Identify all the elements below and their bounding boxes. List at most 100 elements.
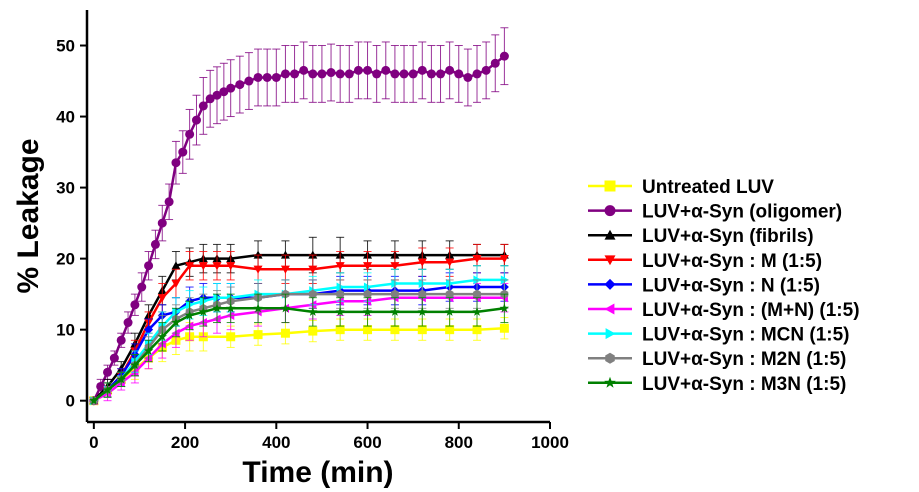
data-point: [326, 68, 336, 78]
data-point: [381, 65, 391, 75]
data-point: [253, 330, 263, 340]
legend-item: LUV+α-Syn : N (1:5): [588, 275, 820, 296]
data-point: [454, 69, 464, 79]
legend-marker: [604, 180, 616, 192]
data-point: [116, 335, 126, 345]
data-point: [463, 72, 473, 82]
data-point: [212, 303, 222, 313]
data-point: [178, 147, 188, 157]
data-point: [408, 69, 418, 79]
data-point: [262, 72, 272, 82]
data-point: [445, 258, 455, 267]
data-point: [130, 300, 140, 310]
legend-label: LUV+α-Syn : M (1:5): [642, 251, 822, 272]
legend-item: LUV+α-Syn : (M+N) (1:5): [588, 300, 860, 321]
data-point: [336, 289, 345, 299]
legend-item: LUV+α-Syn : M3N (1:5): [588, 374, 846, 395]
data-point: [308, 326, 318, 336]
legend-marker: [605, 328, 616, 340]
series-7: [90, 265, 509, 406]
y-tick-label: 0: [66, 392, 75, 411]
data-point: [185, 262, 195, 271]
y-axis-title: % Leakage: [12, 138, 45, 293]
data-point: [280, 69, 290, 79]
x-tick-label: 1000: [531, 433, 569, 452]
series-2: [89, 27, 509, 406]
legend-label: LUV+α-Syn (oligomer): [642, 202, 842, 223]
legend-item: LUV+α-Syn : MCN (1:5): [588, 325, 850, 346]
data-point: [473, 289, 481, 299]
data-point: [253, 72, 263, 82]
data-point: [157, 331, 167, 341]
data-point: [308, 306, 318, 316]
data-point: [417, 258, 427, 267]
data-point: [417, 65, 427, 75]
y-tick-label: 40: [56, 108, 75, 127]
data-point: [130, 360, 140, 370]
legend-label: LUV+α-Syn (fibrils): [642, 226, 814, 247]
data-point: [171, 317, 181, 327]
data-point: [335, 69, 345, 79]
legend-marker: [604, 255, 616, 266]
legend-marker: [604, 205, 616, 217]
data-point: [363, 325, 373, 335]
data-point: [235, 80, 245, 90]
data-point: [472, 325, 482, 335]
data-point: [212, 90, 222, 100]
data-point: [144, 261, 154, 271]
series-9: [89, 293, 510, 405]
data-point: [226, 262, 236, 271]
data-point: [344, 69, 354, 79]
data-point: [445, 65, 455, 75]
data-point: [499, 51, 509, 61]
data-point: [445, 289, 454, 299]
legend-item: LUV+α-Syn : M2N (1:5): [588, 349, 846, 370]
data-point: [271, 72, 281, 82]
data-point: [144, 325, 154, 335]
data-point: [335, 325, 345, 335]
data-point: [253, 303, 263, 313]
y-tick-label: 50: [56, 37, 75, 56]
data-point: [225, 303, 236, 313]
data-point: [116, 374, 126, 384]
data-point: [191, 115, 201, 125]
legend-item: LUV+α-Syn (oligomer): [588, 202, 842, 223]
data-point: [472, 69, 482, 79]
data-point: [290, 69, 300, 79]
data-point: [157, 218, 167, 228]
data-point: [171, 279, 181, 288]
legend-marker: [604, 278, 616, 290]
data-point: [499, 323, 509, 333]
data-point: [150, 239, 160, 249]
data-point: [490, 58, 500, 68]
data-point: [308, 69, 318, 79]
data-point: [499, 255, 509, 264]
data-point: [417, 325, 427, 335]
data-point: [280, 265, 290, 274]
data-point: [335, 306, 345, 316]
data-point: [198, 101, 208, 111]
data-point: [418, 289, 427, 299]
data-point: [137, 282, 147, 292]
x-tick-label: 400: [262, 433, 290, 452]
data-point: [390, 306, 400, 316]
legend-label: LUV+α-Syn : MCN (1:5): [642, 325, 850, 346]
axes: [85, 10, 550, 424]
data-point: [157, 294, 167, 303]
data-point: [481, 65, 491, 75]
legend-marker: [605, 352, 615, 364]
data-point: [399, 69, 409, 79]
y-ticks: 0 10 20 30 40 50: [56, 37, 87, 411]
data-point: [219, 87, 229, 97]
data-point: [171, 261, 181, 270]
legend-marker: [604, 229, 616, 240]
data-point: [253, 265, 263, 274]
legend-label: LUV+α-Syn : (M+N) (1:5): [642, 300, 860, 321]
data-point: [184, 310, 195, 320]
data-point: [436, 69, 446, 79]
data-point: [390, 325, 400, 335]
series-line: [93, 296, 505, 402]
legend: Untreated LUV LUV+α-Syn (oligomer) LUV+α-S…: [588, 177, 860, 395]
data-point: [96, 381, 106, 391]
legend-marker: [604, 376, 616, 388]
